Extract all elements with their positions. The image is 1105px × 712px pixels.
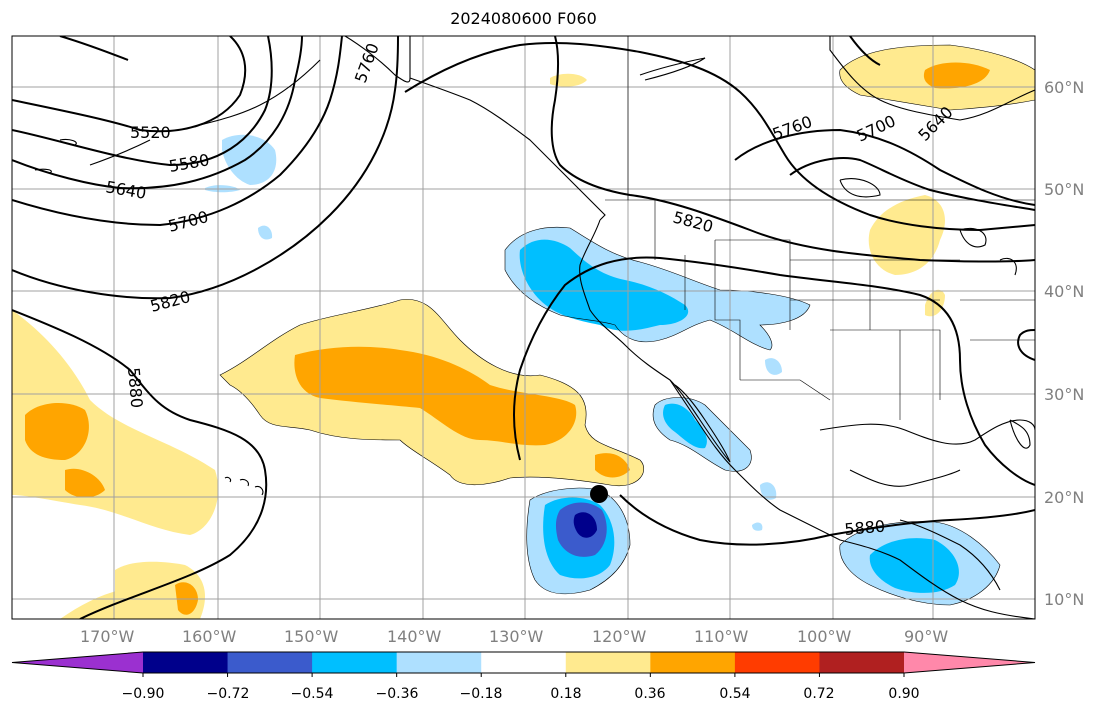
colorbar bbox=[11, 651, 1036, 677]
lat-label: 10°N bbox=[1044, 590, 1084, 609]
storm-marker bbox=[590, 485, 608, 503]
colorbar-segment bbox=[819, 652, 905, 673]
latitude-labels: 60°N 50°N 40°N 30°N 20°N 10°N bbox=[1044, 78, 1084, 609]
colorbar-ticks: −0.90 −0.72 −0.54 −0.36 −0.18 0.18 0.36 … bbox=[122, 686, 920, 702]
colorbar-tick: 0.36 bbox=[634, 686, 665, 702]
colorbar-segment bbox=[312, 652, 398, 673]
colorbar-extend-low bbox=[12, 652, 143, 673]
lon-label: 110°W bbox=[694, 627, 749, 646]
contour-label: 5880 bbox=[124, 367, 146, 409]
colorbar-tick: 0.54 bbox=[719, 686, 750, 702]
contour-label: 5520 bbox=[130, 123, 171, 142]
contour-label: 5880 bbox=[844, 517, 886, 539]
lon-label: 170°W bbox=[80, 627, 135, 646]
lon-label: 160°W bbox=[182, 627, 237, 646]
lon-label: 150°W bbox=[284, 627, 339, 646]
colorbar-tick: −0.36 bbox=[376, 686, 419, 702]
colorbar-tick: −0.18 bbox=[460, 686, 503, 702]
colorbar-tick: 0.18 bbox=[550, 686, 581, 702]
longitude-labels: 170°W 160°W 150°W 140°W 130°W 120°W 110°… bbox=[80, 627, 948, 646]
colorbar-segment bbox=[565, 652, 651, 673]
lon-label: 100°W bbox=[797, 627, 852, 646]
colorbar-segment bbox=[734, 652, 820, 673]
map-title: 2024080600 F060 bbox=[450, 9, 597, 28]
lon-label: 140°W bbox=[387, 627, 442, 646]
orange-anomaly-shading bbox=[25, 62, 990, 615]
lat-label: 50°N bbox=[1044, 180, 1084, 199]
map-border bbox=[11, 35, 1036, 620]
lat-label: 40°N bbox=[1044, 282, 1084, 301]
lat-label: 30°N bbox=[1044, 385, 1084, 404]
colorbar-segment bbox=[396, 652, 482, 673]
colorbar-tick: 0.90 bbox=[888, 686, 919, 702]
colorbar-extend-high bbox=[904, 652, 1035, 673]
lat-label: 60°N bbox=[1044, 78, 1084, 97]
colorbar-tick: −0.90 bbox=[122, 686, 165, 702]
colorbar-tick: 0.72 bbox=[803, 686, 834, 702]
colorbar-segment bbox=[143, 652, 229, 673]
colorbar-segment bbox=[481, 652, 567, 673]
lat-label: 20°N bbox=[1044, 488, 1084, 507]
colorbar-tick: −0.72 bbox=[207, 686, 250, 702]
height-contours bbox=[12, 36, 1035, 619]
strong-negative-anomaly-shading bbox=[555, 502, 607, 557]
lon-label: 90°W bbox=[904, 627, 948, 646]
lon-label: 130°W bbox=[489, 627, 544, 646]
colorbar-segment bbox=[227, 652, 313, 673]
coastlines bbox=[34, 36, 1035, 619]
lon-label: 120°W bbox=[592, 627, 647, 646]
colorbar-segment bbox=[650, 652, 736, 673]
colorbar-tick: −0.54 bbox=[291, 686, 334, 702]
